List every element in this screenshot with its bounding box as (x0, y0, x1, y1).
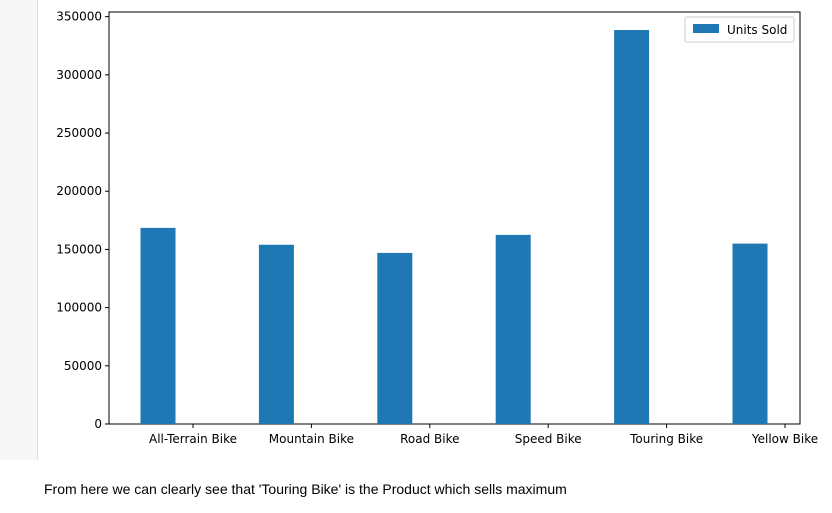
y-tick-label: 150000 (56, 242, 102, 256)
legend: Units Sold (684, 16, 795, 43)
x-tick-label: Speed Bike (515, 432, 582, 446)
notebook-gutter (0, 0, 38, 460)
legend-frame (684, 16, 795, 43)
caption-text: From here we can clearly see that 'Touri… (44, 481, 567, 497)
bar (258, 244, 294, 424)
bars (140, 30, 768, 424)
bar (732, 243, 768, 424)
y-axis: 0 50000 100000 150000 200000 250000 300000 3500… (56, 10, 109, 431)
y-tick-label: 250000 (56, 126, 102, 140)
x-tick-label: All-Terrain Bike (149, 432, 237, 446)
x-tick-label: Touring Bike (629, 432, 703, 446)
y-tick-label: 350000 (56, 10, 102, 24)
y-tick-label: 300000 (56, 68, 102, 82)
plot-area-frame (108, 11, 801, 425)
bar (140, 227, 176, 424)
y-tick-label: 200000 (56, 184, 102, 198)
legend-swatch (693, 24, 719, 33)
x-tick-label: Yellow Bike (751, 432, 818, 446)
y-tick-label: 100000 (56, 301, 102, 315)
y-tick-label: 50000 (64, 359, 102, 373)
bar-chart: 0 50000 100000 150000 200000 250000 300000 3500… (56, 10, 818, 446)
x-axis: All-Terrain Bike Mountain Bike Road Bike Sp… (149, 424, 818, 446)
legend-label: Units Sold (727, 23, 787, 37)
bar (377, 252, 413, 424)
x-tick-label: Mountain Bike (269, 432, 354, 446)
bar (495, 234, 531, 424)
bar (614, 30, 650, 424)
x-tick-label: Road Bike (400, 432, 459, 446)
y-tick-label: 0 (94, 417, 102, 431)
